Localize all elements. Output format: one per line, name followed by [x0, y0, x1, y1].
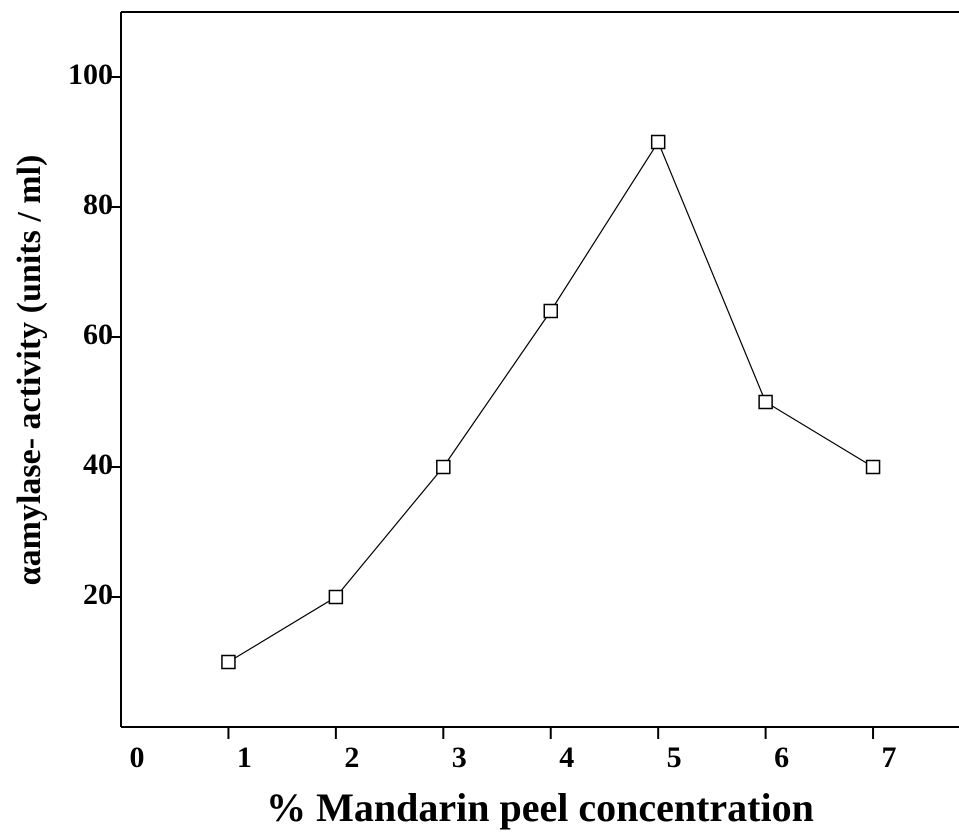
x-tick-label: 6 [774, 741, 789, 774]
x-tick-label: 3 [452, 741, 467, 774]
data-point [543, 303, 558, 319]
data-point [328, 589, 344, 605]
data-point [436, 459, 451, 475]
x-tick-label: 5 [667, 741, 682, 774]
data-point [650, 134, 666, 150]
y-axis-title: αamylase- activity (units / ml) [11, 155, 48, 586]
x-tick-label: 1 [237, 741, 252, 774]
x-tick-label: 4 [559, 741, 574, 774]
data-point [758, 394, 773, 410]
y-tick-label: 20 [83, 578, 113, 611]
x-tick-label: 0 [130, 741, 145, 774]
y-tick-label: 80 [83, 188, 113, 221]
x-tick-label: 2 [344, 741, 359, 774]
data-line [228, 140, 874, 663]
y-tick-label: 60 [83, 318, 113, 351]
y-tick-label: 100 [68, 58, 113, 91]
data-point [865, 459, 881, 475]
y-tick-label: 40 [83, 448, 113, 481]
x-tick-label: 7 [882, 741, 897, 774]
data-point [221, 654, 236, 670]
x-axis-title: % Mandarin peel concentration [266, 785, 814, 830]
